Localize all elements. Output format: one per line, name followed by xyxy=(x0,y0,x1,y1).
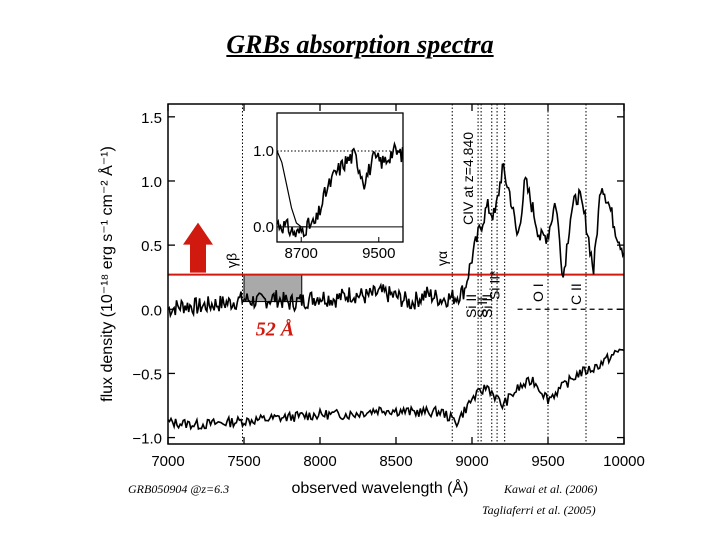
y-tick-2: 0.5 xyxy=(141,238,162,255)
x-tick-6: 10000 xyxy=(603,453,645,470)
axis-labels: observed wavelength (Å) flux density (10⁻… xyxy=(97,146,468,497)
tick-labels: 7000 7500 8000 8500 9000 9500 10000 1.5 1.0 0.5 0.… xyxy=(132,104,645,470)
inset-x-tick-1: 9500 xyxy=(362,245,395,262)
x-tick-3: 8500 xyxy=(379,453,412,470)
series-line-error xyxy=(167,348,625,431)
source-label: GRB050904 @z=6.3 xyxy=(128,482,230,496)
y-axis-label: flux density (10⁻¹⁸ erg s⁻¹ cm⁻² Å⁻¹) xyxy=(97,146,116,402)
marker-label-0: γβ xyxy=(223,253,239,268)
y-tick-3: 0.0 xyxy=(141,302,162,319)
inset-y-tick-1: 0.0 xyxy=(253,219,274,236)
y-tick-0: 1.5 xyxy=(141,110,162,127)
slide-title: GRBs absorption spectra xyxy=(226,30,494,59)
y-tick-5: −1.0 xyxy=(132,431,162,448)
x-tick-0: 7000 xyxy=(151,453,184,470)
x-tick-4: 9000 xyxy=(455,453,488,470)
marker-label-3: Si II xyxy=(463,294,479,318)
marker-lines xyxy=(241,104,587,444)
reference-2: Tagliaferri et al. (2005) xyxy=(482,503,596,517)
x-tick-2: 8000 xyxy=(303,453,336,470)
x-axis-label: observed wavelength (Å) xyxy=(292,478,469,497)
reference-1: Kawai et al. (2006) xyxy=(504,482,598,496)
marker-label-4: S II xyxy=(474,297,490,318)
inset-series-data xyxy=(276,140,404,238)
marker-label-8: C II xyxy=(568,283,584,305)
series-layer xyxy=(167,162,625,431)
marker-label-2: CIV at z=4.840 xyxy=(460,132,476,225)
inset-x-tick-0: 8700 xyxy=(285,245,318,262)
marker-label-7: O I xyxy=(530,283,546,302)
series-line-spectrum xyxy=(167,162,625,319)
up-arrow xyxy=(183,222,213,273)
y-tick-4: −0.5 xyxy=(132,366,162,383)
marker-label-1: γα xyxy=(434,251,450,266)
x-tick-5: 9500 xyxy=(531,453,564,470)
window-label: 52 Å xyxy=(256,319,294,341)
marker-label-6: Si II* xyxy=(487,270,503,300)
y-tick-1: 1.0 xyxy=(141,174,162,191)
x-tick-1: 7500 xyxy=(227,453,260,470)
inset-series-model xyxy=(276,150,307,228)
inset-y-tick-0: 1.0 xyxy=(253,143,274,160)
marker-label-5: Si II xyxy=(479,294,495,318)
inset-frame xyxy=(276,112,404,243)
inset-plot: 8700 9500 1.0 0.0 xyxy=(253,112,404,262)
